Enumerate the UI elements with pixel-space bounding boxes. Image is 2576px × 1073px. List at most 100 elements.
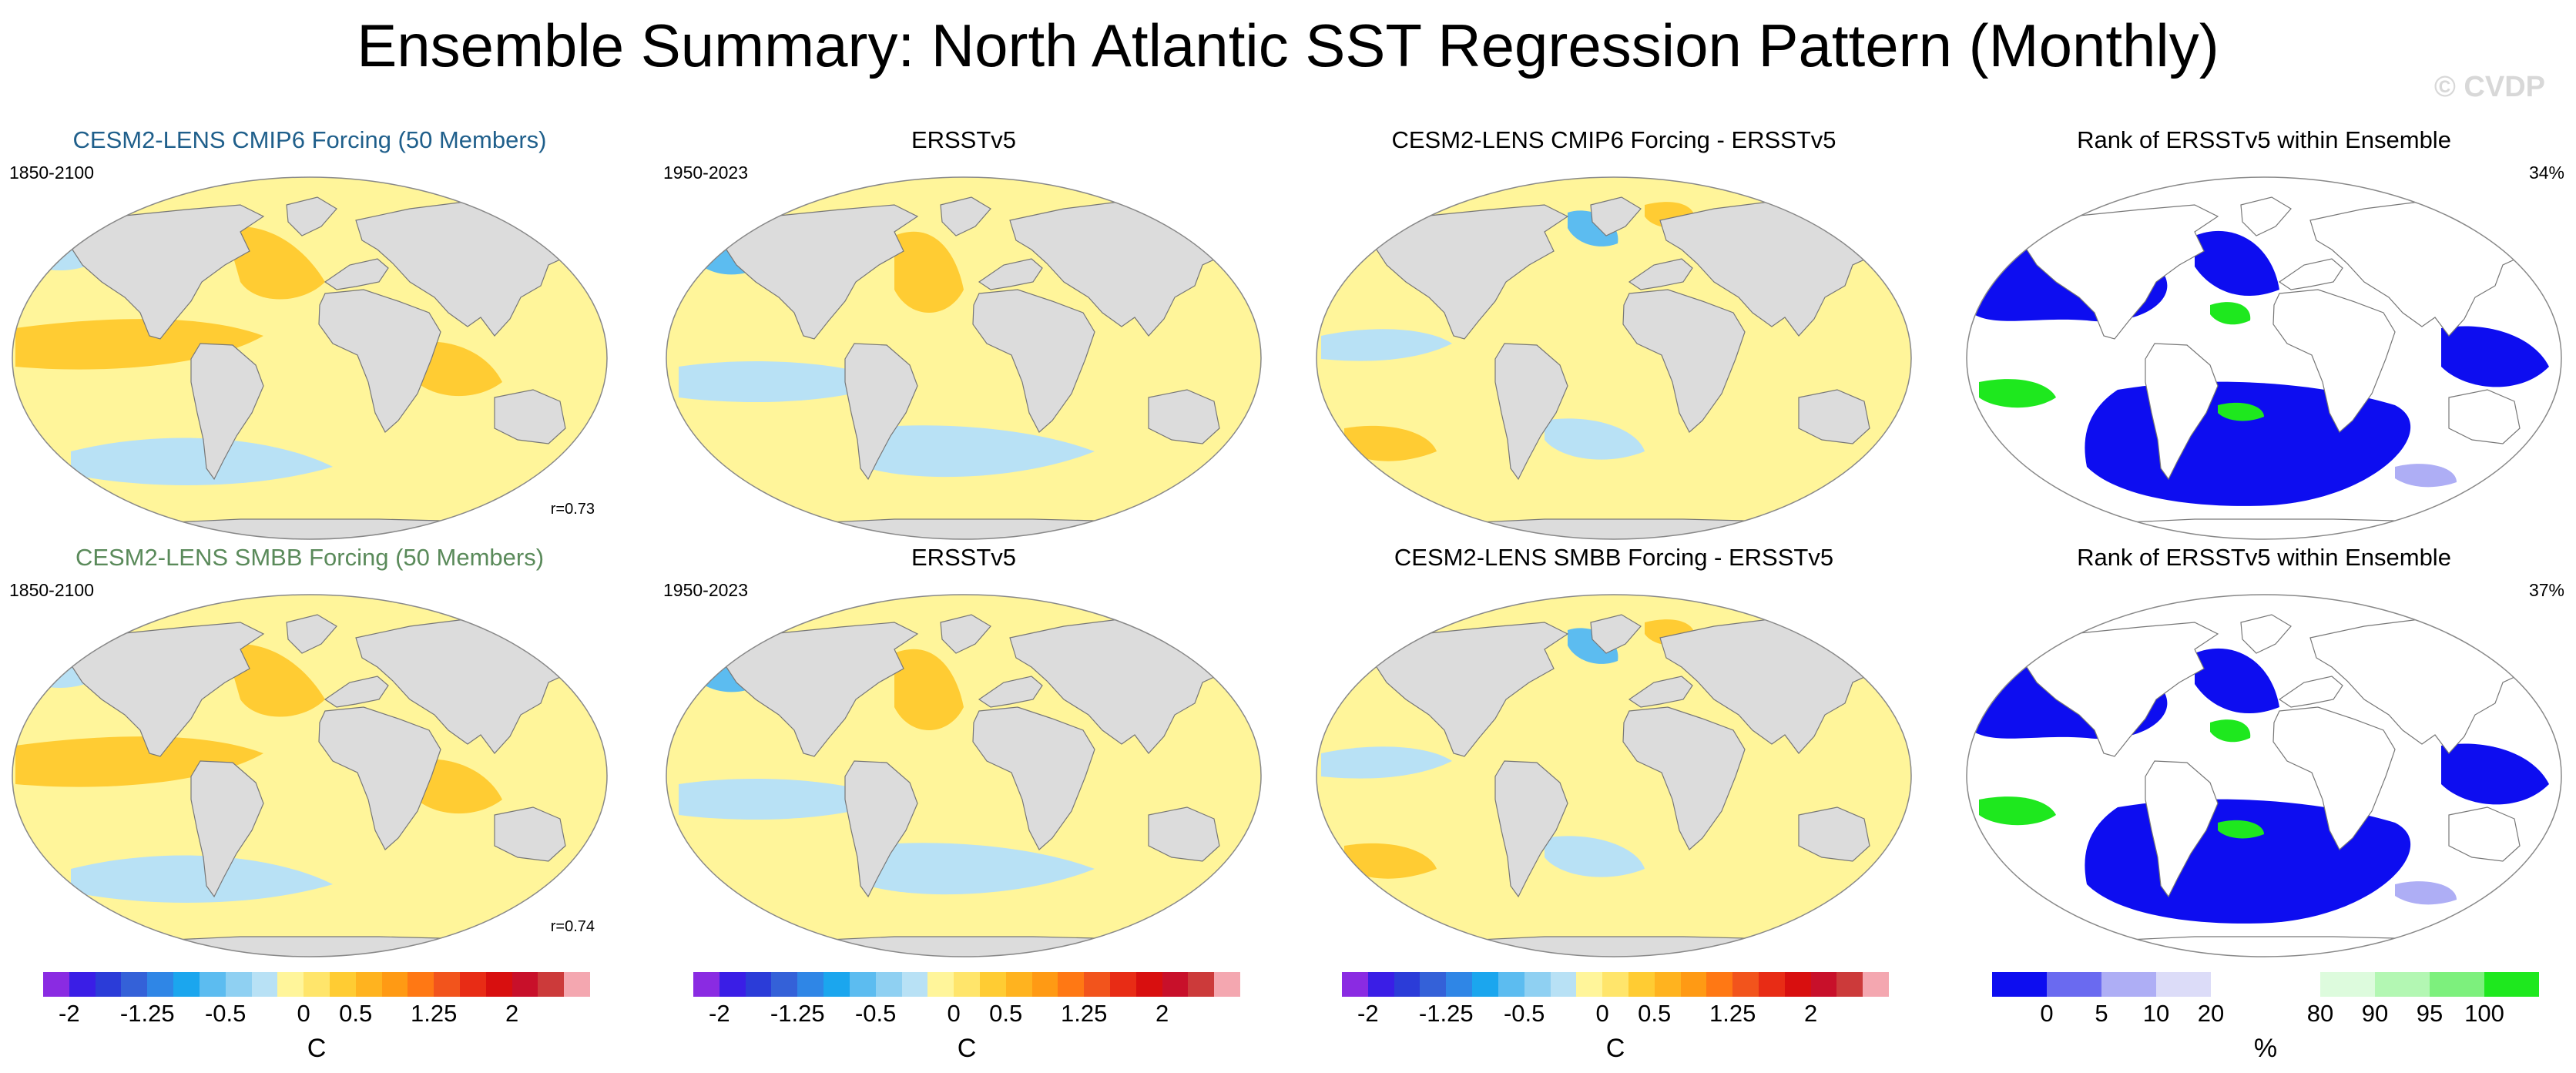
year-range: 1950-2023 xyxy=(663,163,748,183)
map-outline xyxy=(12,176,608,540)
colorbar-swatch xyxy=(979,972,1006,997)
continent xyxy=(1622,706,1746,850)
colorbar-swatch xyxy=(693,972,719,997)
continent xyxy=(940,614,991,654)
panel-obs-1: ERSSTv5 1950-2023 xyxy=(663,126,1264,546)
sst-anomaly-region xyxy=(225,644,325,717)
colorbar-swatch xyxy=(2484,972,2539,997)
continent xyxy=(1622,289,1746,433)
colorbar-swatch xyxy=(1602,972,1628,997)
continent xyxy=(2145,760,2219,898)
colorbar-units: % xyxy=(2253,1034,2278,1063)
colorbar-swatch xyxy=(2101,972,2156,997)
year-range: 1850-2100 xyxy=(9,163,94,183)
continent xyxy=(2272,706,2396,850)
colorbar-rank: 0 5 10 20 80 90 95 100% xyxy=(1992,972,2539,1072)
continent xyxy=(2272,289,2396,433)
continent xyxy=(776,518,1203,539)
map-outline xyxy=(666,176,1262,540)
continent xyxy=(2077,936,2504,957)
continent xyxy=(324,258,389,290)
continent xyxy=(1494,343,1568,481)
colorbar-swatch xyxy=(1759,972,1785,997)
sst-map xyxy=(1313,174,1914,542)
colorbar-tick-label: -1.25 xyxy=(1418,1000,1474,1027)
colorbar-swatch xyxy=(1863,972,1890,997)
colorbar-tick-label: -0.5 xyxy=(204,1000,247,1027)
panel-title: ERSSTv5 xyxy=(911,544,1017,571)
continent xyxy=(2240,196,2292,236)
colorbar-swatch xyxy=(43,972,69,997)
colorbar-swatch xyxy=(251,972,278,997)
continent xyxy=(1427,936,1853,957)
watermark: © CVDP xyxy=(2433,71,2545,103)
sst-anomaly-region xyxy=(71,438,333,485)
colorbar-swatch xyxy=(1732,972,1759,997)
continent xyxy=(494,806,566,862)
map-outline xyxy=(1316,176,1912,540)
panel-title: CESM2-LENS SMBB Forcing - ERSSTv5 xyxy=(1394,544,1834,571)
colorbar-units: C xyxy=(957,1034,977,1063)
colorbar-tick-label: 80 xyxy=(2306,1000,2334,1027)
colorbar-swatch xyxy=(927,972,954,997)
colorbar-swatch xyxy=(2211,972,2266,997)
colorbar-units: C xyxy=(307,1034,327,1063)
colorbar-tick-label: 90 xyxy=(2361,1000,2389,1027)
colorbar-swatch xyxy=(225,972,252,997)
sst-anomaly-region xyxy=(894,649,964,730)
sst-anomaly-region xyxy=(1545,836,1645,877)
colorbar-tick-label: 1.25 xyxy=(410,1000,458,1027)
continent xyxy=(1798,806,1870,862)
continent xyxy=(776,936,1203,957)
colorbar-swatch xyxy=(797,972,824,997)
panel-rank-1: Rank of ERSSTv5 within Ensemble 34% xyxy=(1964,126,2564,546)
sst-anomaly-region xyxy=(1344,425,1437,461)
colorbar-swatch xyxy=(408,972,434,997)
colorbar-swatch xyxy=(538,972,565,997)
colorbar-swatch xyxy=(1084,972,1110,997)
colorbar-swatch xyxy=(771,972,798,997)
colorbar-tick-label: 0.5 xyxy=(1638,1000,1672,1027)
continent xyxy=(286,196,337,236)
colorbar-swatch xyxy=(849,972,876,997)
rank-region xyxy=(1979,379,2056,408)
rank-region xyxy=(2395,464,2457,488)
sst-anomaly-region xyxy=(225,226,325,300)
colorbar-units: C xyxy=(1605,1034,1625,1063)
pattern-correlation: r=0.74 xyxy=(550,918,595,935)
colorbar-swatch xyxy=(2156,972,2211,997)
panel-title: Rank of ERSSTv5 within Ensemble xyxy=(2077,544,2451,571)
colorbar-swatch xyxy=(1784,972,1811,997)
colorbar-swatch xyxy=(1420,972,1447,997)
colorbar-tick-label: -0.5 xyxy=(854,1000,897,1027)
map-outline xyxy=(1966,176,2562,540)
figure-title: Ensemble Summary: North Atlantic SST Reg… xyxy=(357,12,2219,79)
sst-map xyxy=(663,592,1264,960)
panel-title: Rank of ERSSTv5 within Ensemble xyxy=(2077,126,2451,153)
continent xyxy=(2448,806,2521,862)
panel-diff-smbb: CESM2-LENS SMBB Forcing - ERSSTv5 xyxy=(1313,544,1914,964)
rank-percent: 34% xyxy=(2528,163,2564,183)
colorbar-tick-label: 0 xyxy=(947,1000,961,1027)
sst-map xyxy=(1313,592,1914,960)
colorbar-swatch xyxy=(355,972,382,997)
continent xyxy=(1628,676,1693,708)
continent xyxy=(286,614,337,654)
colorbar-swatch xyxy=(1394,972,1420,997)
colorbar-swatch xyxy=(485,972,512,997)
sst-anomaly-region xyxy=(894,231,964,313)
colorbar-swatch xyxy=(1706,972,1733,997)
colorbar-swatch xyxy=(2430,972,2484,997)
panel-ensemble-smbb: CESM2-LENS SMBB Forcing (50 Members) 185… xyxy=(9,544,610,964)
continent xyxy=(2145,343,2219,481)
continent xyxy=(494,389,566,444)
continent xyxy=(190,760,264,898)
rank-region xyxy=(2195,230,2279,297)
rank-region xyxy=(2210,302,2251,325)
colorbar-swatches xyxy=(693,972,1241,997)
map-outline xyxy=(12,594,608,957)
colorbar-swatch xyxy=(173,972,200,997)
sst-map xyxy=(9,592,610,960)
continent xyxy=(1494,760,1568,898)
colorbar-swatch xyxy=(1005,972,1032,997)
